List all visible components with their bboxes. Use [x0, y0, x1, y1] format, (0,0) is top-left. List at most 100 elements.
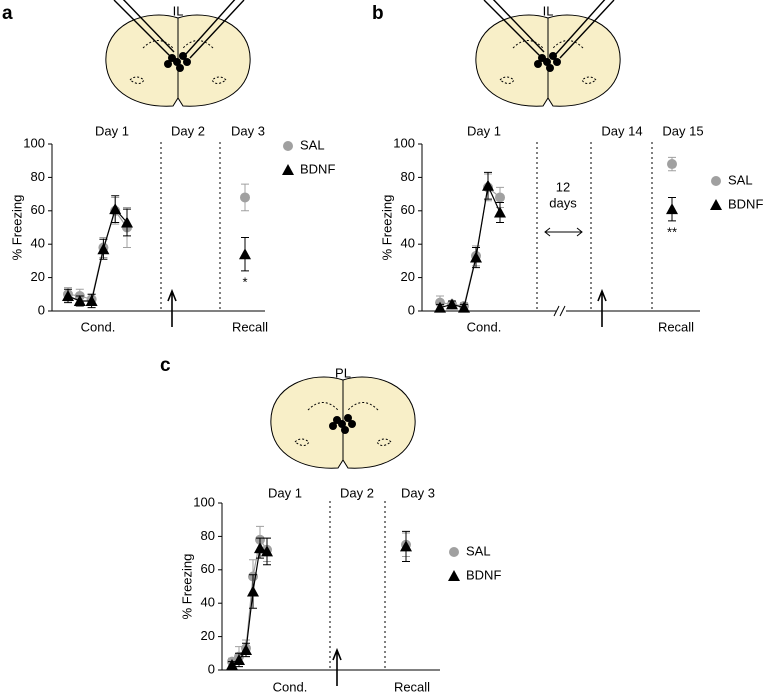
day-label: Day 15 — [662, 123, 703, 138]
legend-marker — [448, 570, 460, 581]
lesion-spot — [173, 58, 181, 66]
cannula — [483, 0, 615, 59]
brain-structure — [294, 402, 392, 446]
y-tick-label: 100 — [393, 135, 415, 150]
lesion-spot — [344, 414, 352, 422]
lesion-spot — [553, 58, 561, 66]
legend-marker — [449, 547, 459, 557]
data-point — [240, 643, 252, 655]
data-point — [400, 540, 412, 552]
gap-label: 12 — [556, 179, 570, 194]
infusion-arrow — [332, 647, 342, 686]
data-point — [482, 179, 494, 191]
data-point — [470, 251, 482, 263]
lesion-spot — [329, 422, 337, 430]
y-axis-label: % Freezing — [9, 195, 24, 261]
y-axis-label: % Freezing — [379, 195, 394, 261]
data-point — [434, 301, 446, 313]
lesion-spot — [543, 58, 551, 66]
data-point — [233, 653, 245, 665]
y-tick-label: 40 — [401, 236, 415, 251]
gap-arrow — [544, 227, 583, 237]
y-tick-label: 40 — [201, 595, 215, 610]
day-label: Day 1 — [467, 123, 501, 138]
day-label: Day 3 — [401, 485, 435, 500]
x-label: Cond. — [467, 319, 502, 334]
legend-marker — [282, 164, 294, 175]
series-line — [439, 183, 501, 309]
data-point — [85, 294, 98, 306]
legend-marker — [283, 141, 293, 151]
data-point — [254, 542, 266, 554]
data-point — [261, 545, 273, 557]
data-point — [458, 301, 470, 313]
lesion-spot — [164, 60, 172, 68]
day-label: Day 2 — [171, 123, 205, 138]
y-tick-label: 60 — [201, 561, 215, 576]
y-tick-label: 80 — [401, 169, 415, 184]
region-label: IL — [543, 3, 554, 18]
significance: ** — [667, 224, 677, 239]
y-tick-label: 80 — [201, 528, 215, 543]
y-tick-label: 60 — [31, 202, 45, 217]
lesion-spot — [534, 60, 542, 68]
legend-label: BDNF — [300, 161, 335, 176]
axis-break — [553, 305, 566, 317]
y-tick-label: 20 — [201, 628, 215, 643]
data-point — [109, 203, 122, 215]
day-label: Day 1 — [268, 485, 302, 500]
day-label: Day 2 — [340, 485, 374, 500]
data-point — [62, 289, 74, 301]
y-tick-label: 0 — [38, 302, 45, 317]
lesion-spot — [549, 52, 557, 60]
y-axis-label: % Freezing — [179, 554, 194, 620]
data-point — [226, 658, 238, 670]
brain-section — [270, 376, 416, 469]
y-tick-label: 20 — [31, 269, 45, 284]
brain-section — [475, 0, 621, 107]
x-label: Recall — [232, 319, 268, 334]
day-label: Day 1 — [95, 123, 129, 138]
day-label: Day 14 — [601, 123, 642, 138]
panel-letter: a — [2, 3, 13, 24]
brain-section — [105, 0, 251, 107]
data-point — [97, 243, 110, 255]
y-tick-label: 100 — [23, 135, 45, 150]
data-point — [666, 203, 678, 215]
y-tick-label: 40 — [31, 236, 45, 251]
lesion-spot — [546, 64, 554, 72]
x-label: Recall — [658, 319, 694, 334]
data-point — [494, 206, 506, 218]
x-label: Recall — [394, 679, 430, 694]
legend-label: BDNF — [466, 567, 501, 582]
lesion-spot — [348, 420, 356, 428]
x-label: Cond. — [81, 319, 116, 334]
legend-marker — [710, 199, 722, 210]
y-tick-label: 0 — [208, 661, 215, 676]
lesion-spot — [338, 420, 346, 428]
gap-label: days — [549, 195, 577, 210]
region-label: IL — [173, 3, 184, 18]
y-tick-label: 100 — [193, 494, 215, 509]
legend-label: SAL — [466, 543, 491, 558]
day-label: Day 3 — [231, 123, 265, 138]
series-line — [439, 186, 501, 307]
infusion-arrow — [167, 288, 177, 327]
y-tick-label: 60 — [401, 202, 415, 217]
y-tick-label: 80 — [31, 169, 45, 184]
data-point — [667, 159, 677, 170]
legend-label: BDNF — [728, 196, 763, 211]
significance: * — [242, 274, 247, 289]
data-point — [495, 192, 505, 203]
y-tick-label: 20 — [401, 269, 415, 284]
panel-letter: c — [160, 355, 171, 376]
data-point — [247, 585, 259, 597]
legend-marker — [711, 176, 721, 186]
lesion-spot — [183, 58, 191, 66]
y-tick-label: 0 — [408, 302, 415, 317]
lesion-spot — [176, 64, 184, 72]
legend-label: SAL — [728, 172, 753, 187]
cannula — [113, 0, 245, 59]
panel-letter: b — [372, 3, 384, 24]
